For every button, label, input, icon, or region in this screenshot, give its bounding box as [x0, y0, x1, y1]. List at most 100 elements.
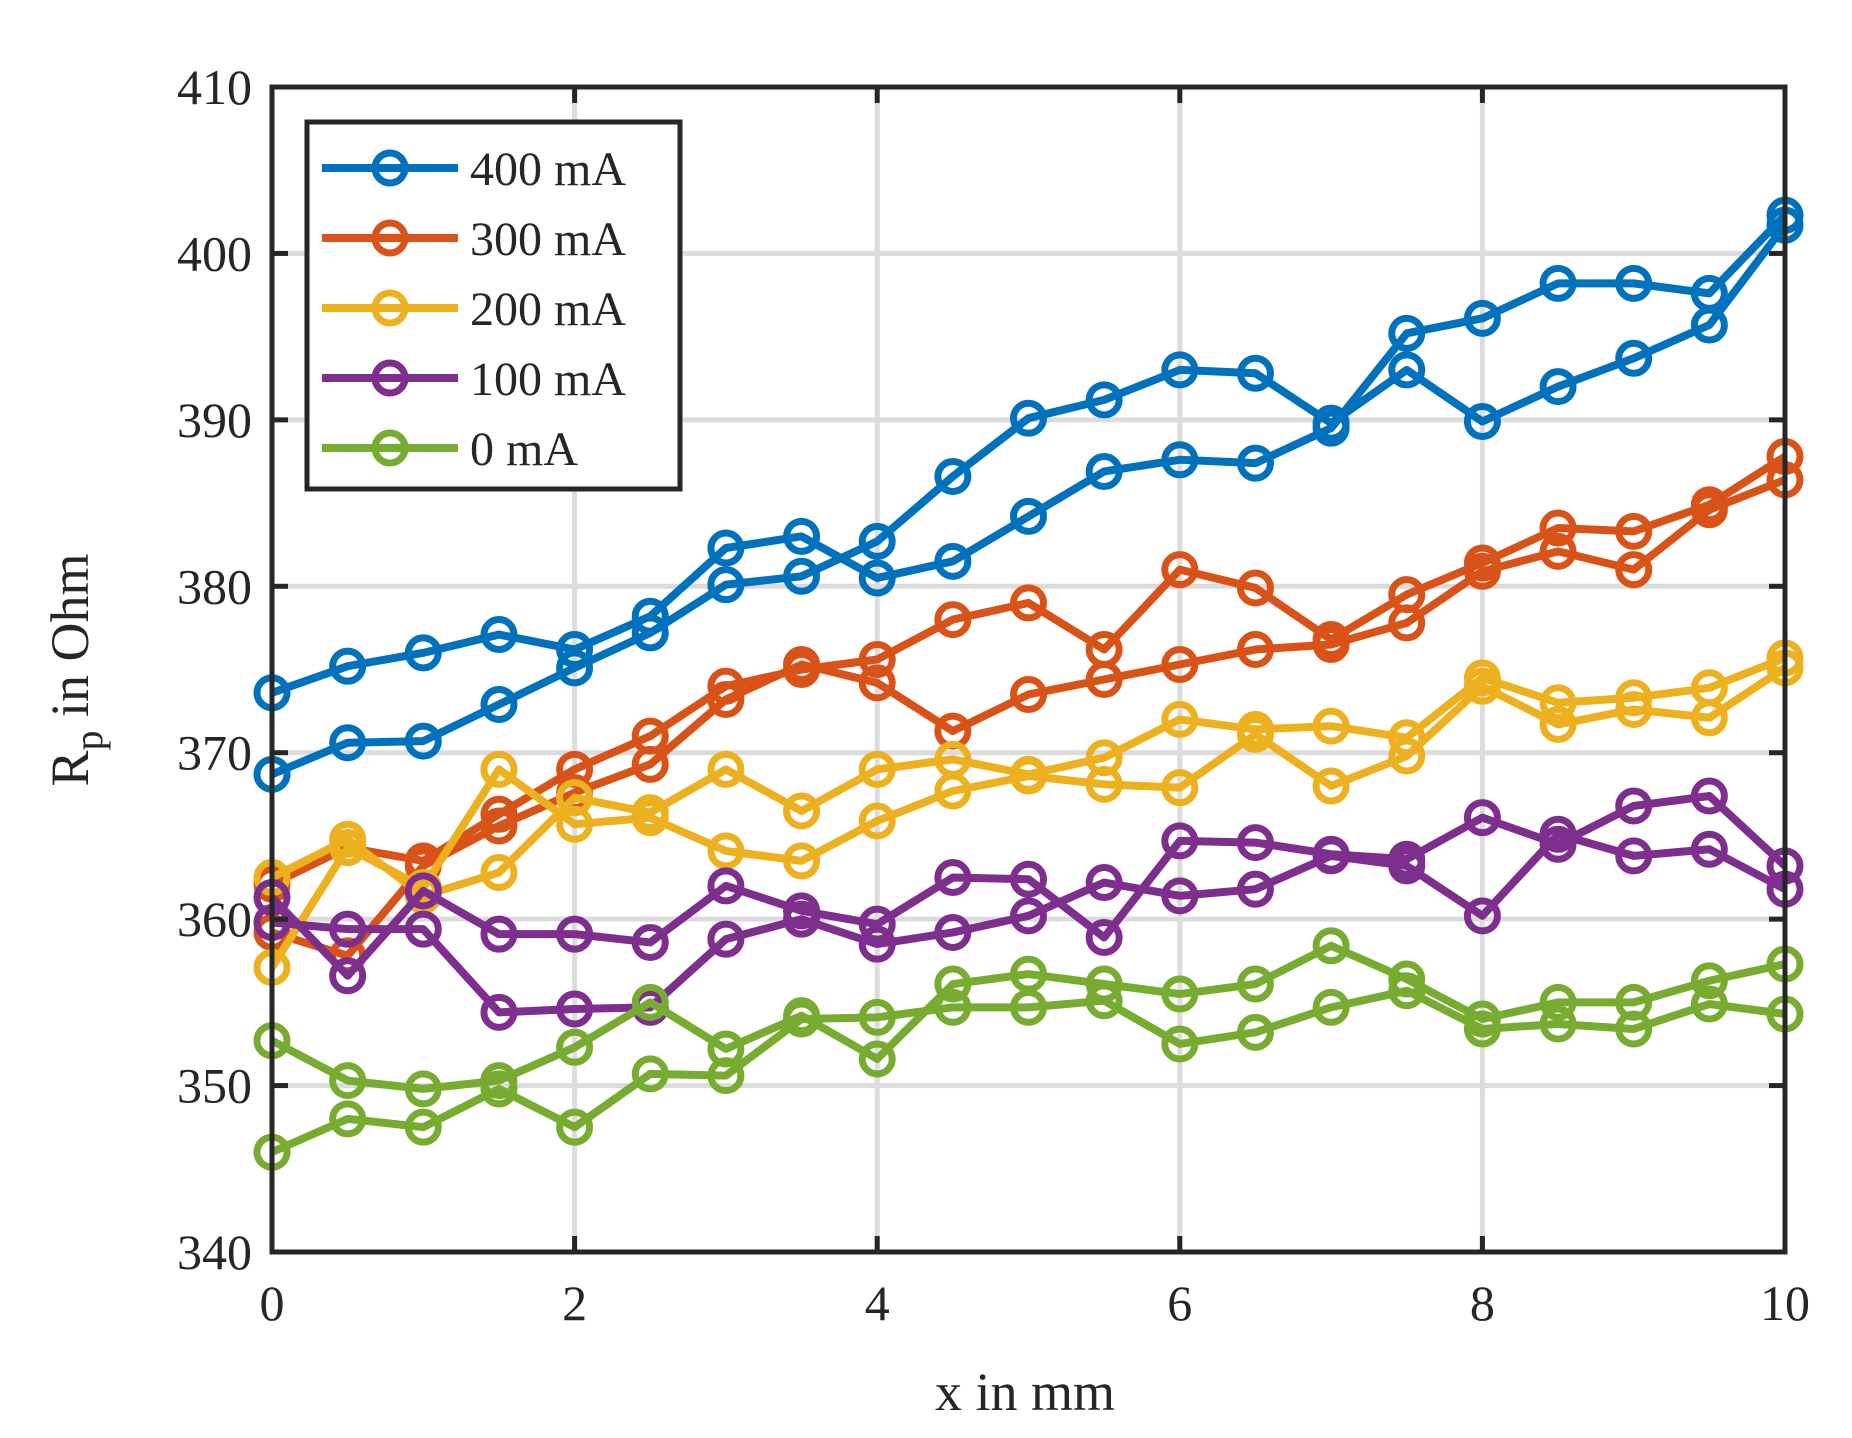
data-point [1615, 1010, 1653, 1048]
x-tick-label: 2 [562, 1275, 587, 1331]
data-point [934, 772, 972, 810]
data-point [1236, 824, 1274, 862]
legend-label: 200 mA [470, 283, 626, 336]
data-point [934, 457, 972, 495]
legend-swatch-marker [371, 149, 409, 187]
data-point [329, 829, 367, 867]
data-point [934, 913, 972, 951]
data-point [783, 646, 821, 684]
data-point [934, 542, 972, 580]
data-point [707, 566, 745, 604]
data-point [1615, 837, 1653, 875]
data-point [1161, 877, 1199, 915]
data-point [1312, 404, 1350, 442]
data-point [1085, 660, 1123, 698]
data-point [1236, 444, 1274, 482]
data-point [1161, 646, 1199, 684]
data-point [934, 859, 972, 897]
x-tick-label: 0 [260, 1275, 285, 1331]
data-point [480, 854, 518, 892]
data-point [329, 957, 367, 995]
data-point [707, 832, 745, 870]
data-point [1236, 965, 1274, 1003]
data-point [1161, 1025, 1199, 1063]
series-200-ma [253, 639, 1804, 986]
data-point [783, 842, 821, 880]
data-point [631, 983, 669, 1021]
data-point [1085, 864, 1123, 902]
data-point [1312, 707, 1350, 745]
data-point [1161, 822, 1199, 860]
y-tick-label: 390 [177, 392, 252, 448]
data-point [556, 990, 594, 1028]
data-point [1539, 705, 1577, 743]
legend-label: 0 mA [470, 423, 578, 476]
data-point [1615, 690, 1653, 728]
data-point [1690, 962, 1728, 1000]
data-point [707, 750, 745, 788]
legend-label: 400 mA [470, 143, 626, 196]
series-0-ma [253, 927, 1804, 1171]
data-point [858, 1040, 896, 1078]
data-point [1010, 399, 1047, 437]
data-point [1690, 699, 1728, 737]
x-tick-label: 6 [1167, 1275, 1192, 1331]
data-point [480, 750, 518, 788]
data-point [858, 905, 896, 943]
legend-label: 100 mA [470, 353, 626, 406]
data-point [1161, 769, 1199, 807]
data-point [1312, 927, 1350, 965]
series-line [268, 664, 1788, 970]
data-point [1236, 1013, 1274, 1051]
y-tick-label: 350 [177, 1058, 252, 1114]
data-point [1615, 512, 1653, 550]
legend-item: 300 mA [322, 213, 626, 266]
data-point [707, 680, 745, 718]
data-point [329, 910, 367, 948]
legend-item: 100 mA [322, 353, 626, 406]
data-point [783, 557, 821, 595]
data-point [1463, 299, 1501, 337]
y-axis-title-subscript: p [66, 730, 111, 750]
data-point [1463, 1010, 1501, 1048]
data-point [1085, 982, 1123, 1020]
data-point [631, 923, 669, 961]
data-point [1463, 667, 1501, 705]
data-point [1161, 351, 1199, 389]
data-point [404, 1108, 442, 1146]
data-point [404, 910, 442, 948]
legend-item: 200 mA [322, 283, 626, 336]
data-point [1010, 584, 1047, 622]
data-point [480, 1070, 518, 1108]
data-point [1615, 264, 1653, 302]
data-point [1388, 737, 1426, 775]
data-point [1539, 368, 1577, 406]
data-point [1539, 684, 1577, 722]
data-point [631, 745, 669, 783]
data-point [1690, 491, 1728, 529]
legend: 400 mA 300 mA 200 mA 100 mA 0 mA [304, 119, 683, 492]
data-point [1161, 700, 1199, 738]
data-point [858, 641, 896, 679]
data-point [329, 1100, 367, 1138]
data-point [1388, 847, 1426, 885]
data-point [404, 634, 442, 672]
data-point [329, 1062, 367, 1100]
legend-label: 300 mA [470, 213, 626, 266]
data-point [1010, 897, 1047, 935]
data-point [480, 807, 518, 845]
legend-swatch-marker [371, 429, 409, 467]
legend-swatch-marker [371, 359, 409, 397]
data-point [934, 988, 972, 1026]
data-point [783, 792, 821, 830]
data-point [404, 1070, 442, 1108]
data-point [1388, 972, 1426, 1010]
y-tick-label: 340 [177, 1224, 252, 1280]
y-tick-label: 360 [177, 891, 252, 947]
y-axis-title-main: R [40, 750, 100, 786]
data-point [707, 920, 745, 958]
series-line [269, 791, 1788, 980]
data-point [329, 647, 367, 685]
data-point [556, 805, 594, 843]
